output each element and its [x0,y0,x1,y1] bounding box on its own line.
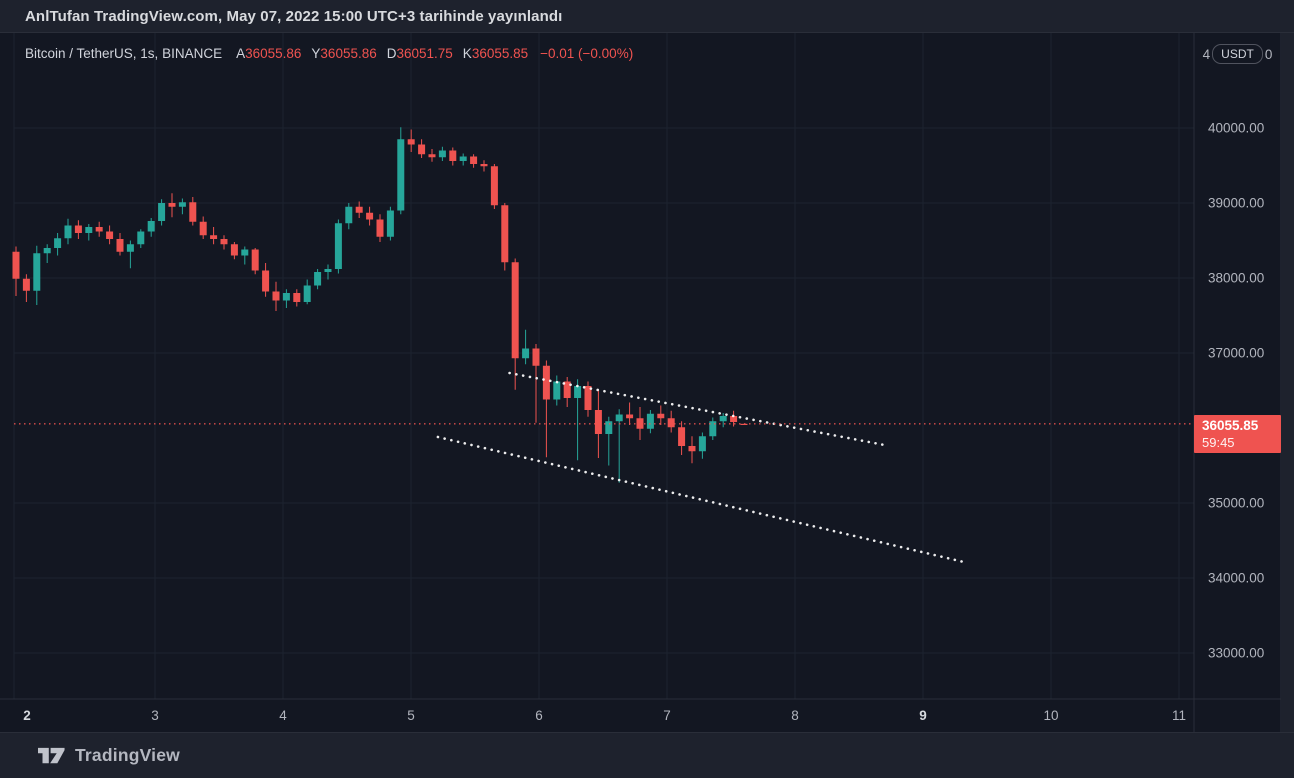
trendline-annotation[interactable] [436,371,966,564]
ohlc-values: A36055.86 Y36055.86 D36051.75 K36055.85 [236,46,538,61]
price-tick-label: 37000.00 [1208,345,1265,361]
price-axis-top: 4 USDT 0 [1194,42,1281,66]
time-tick-label-6: 6 [535,708,543,723]
ohlc-D: D36051.75 [386,46,453,61]
price-tick-label: 34000.00 [1208,570,1265,586]
time-tick-label-9: 9 [919,708,927,723]
symbol-header: Bitcoin / TetherUS, 1s, BINANCE A36055.86… [25,46,633,61]
price-change: −0.01 (−0.00%) [540,46,634,61]
time-tick-label-4: 4 [279,708,287,723]
axis-separators [0,33,1282,732]
price-tick-label: 40000.00 [1208,120,1265,136]
publish-bar: AnlTufan TradingView.com, May 07, 2022 1… [0,0,1294,33]
time-tick-label-3: 3 [151,708,159,723]
tradingview-brand[interactable]: TradingView [75,745,180,765]
price-tick-label: 38000.00 [1208,270,1265,286]
time-tick-label-7: 7 [663,708,671,723]
price-tick-label: 33000.00 [1208,645,1265,661]
axis-top-digit-right: 0 [1264,46,1273,62]
footer-bar: TradingView [0,732,1294,778]
publish-info: AnlTufan TradingView.com, May 07, 2022 1… [25,7,563,25]
symbol-title[interactable]: Bitcoin / TetherUS, 1s, BINANCE [25,46,223,61]
last-price: 36055.85 [1202,417,1259,433]
ohlc-A: A36055.86 [236,46,302,61]
bar-countdown: 59:45 [1202,434,1235,450]
time-tick-label-5: 5 [407,708,415,723]
ohlc-K: K36055.85 [462,46,529,61]
last-price-badge: 36055.85 59:45 [1194,414,1281,453]
candlestick-series[interactable] [12,127,748,483]
chart-grid [13,33,1194,699]
price-tick-label: 39000.00 [1208,195,1265,211]
time-tick-label-2: 2 [23,708,31,723]
price-tick-label: 35000.00 [1208,495,1265,511]
ohlc-Y: Y36055.86 [311,46,377,61]
time-tick-label-11: 11 [1171,708,1187,723]
tradingview-logo-icon[interactable] [38,747,65,765]
currency-toggle-button[interactable]: USDT [1212,44,1263,64]
time-tick-label-10: 10 [1043,708,1059,723]
axis-top-digit-left: 4 [1202,46,1211,62]
time-tick-label-8: 8 [791,708,799,723]
right-margin-strip [1281,33,1294,732]
